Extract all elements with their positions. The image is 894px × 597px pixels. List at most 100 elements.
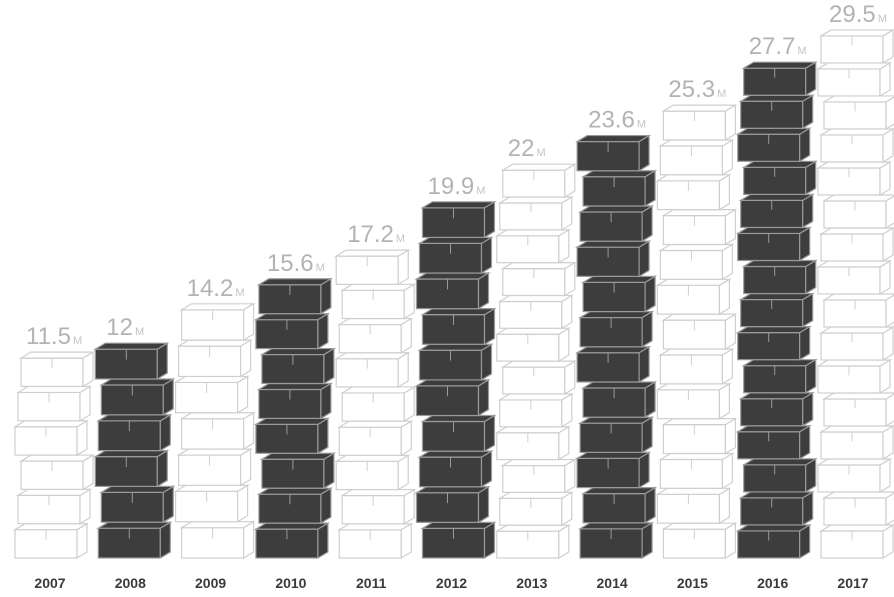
column-2012 [414, 200, 497, 560]
box [655, 487, 732, 525]
box [574, 345, 652, 384]
box [661, 313, 738, 351]
box [340, 488, 417, 525]
box [12, 419, 90, 457]
box [494, 228, 571, 264]
box [815, 457, 893, 494]
year-label-2009: 2009 [195, 575, 226, 591]
box [337, 317, 414, 354]
year-label-2014: 2014 [597, 575, 628, 591]
box [173, 375, 250, 414]
value-label-2017: 29.5 M [829, 1, 887, 28]
value-label-2009: 14.2 M [187, 275, 245, 302]
box [334, 454, 411, 491]
box [494, 425, 571, 461]
value-label-2015: 25.3 M [668, 76, 726, 103]
box [741, 259, 818, 295]
box [655, 382, 732, 420]
box [821, 491, 894, 527]
box [815, 61, 893, 98]
box [497, 392, 574, 428]
box [337, 522, 414, 560]
box [818, 127, 894, 164]
box [658, 347, 735, 385]
box [96, 413, 173, 452]
box [735, 127, 812, 163]
box [256, 382, 334, 420]
box [179, 302, 256, 342]
box [179, 411, 256, 451]
box [738, 292, 815, 328]
year-label-2017: 2017 [837, 575, 868, 591]
box [735, 424, 812, 460]
box [414, 378, 491, 417]
box [414, 485, 491, 524]
box [497, 294, 574, 330]
box [15, 385, 93, 422]
box [340, 283, 417, 320]
box [253, 417, 331, 455]
box [815, 160, 893, 197]
box [176, 448, 253, 487]
box [253, 522, 331, 560]
box [735, 523, 812, 560]
value-label-2008: 12 M [106, 314, 144, 341]
box [500, 163, 577, 199]
box [818, 523, 894, 560]
box [179, 520, 256, 560]
box [259, 452, 337, 490]
value-label-2013: 22 M [508, 135, 546, 162]
box [500, 261, 577, 297]
column-2008 [93, 342, 176, 560]
box [574, 240, 652, 278]
box [494, 524, 571, 560]
box [577, 204, 655, 243]
box [661, 522, 738, 560]
box [12, 522, 90, 560]
box [661, 208, 738, 246]
box [93, 342, 170, 381]
box [417, 236, 494, 275]
box [741, 61, 818, 97]
box [574, 134, 652, 172]
value-label-2007: 11.5 M [26, 323, 82, 350]
year-label-2016: 2016 [757, 575, 788, 591]
box [738, 391, 815, 427]
column-2016 [735, 61, 818, 560]
box [18, 351, 96, 388]
box [818, 226, 894, 263]
column-2015 [655, 104, 738, 560]
box [735, 226, 812, 262]
column-2009 [173, 302, 256, 560]
box [500, 360, 577, 395]
box [500, 458, 577, 494]
box [414, 271, 491, 310]
box [738, 490, 815, 527]
box [420, 414, 497, 453]
box [93, 449, 170, 488]
box [259, 347, 337, 385]
box [173, 484, 250, 523]
box [738, 94, 815, 130]
box [658, 452, 735, 490]
box [658, 243, 735, 281]
box [580, 169, 658, 208]
box [417, 343, 494, 381]
box [18, 454, 96, 491]
box [580, 486, 658, 524]
value-label-2010: 15.6 M [267, 250, 325, 277]
box [574, 451, 652, 489]
value-label-2011: 17.2 M [347, 221, 405, 248]
box [99, 485, 176, 524]
box [494, 327, 571, 363]
year-label-2007: 2007 [34, 575, 65, 591]
box [818, 28, 894, 65]
box [821, 293, 894, 329]
box [334, 351, 411, 389]
box [661, 104, 738, 142]
value-label-2012: 19.9 M [428, 173, 486, 200]
box [818, 424, 894, 461]
box [417, 450, 494, 488]
box [340, 385, 417, 423]
box [818, 325, 894, 362]
